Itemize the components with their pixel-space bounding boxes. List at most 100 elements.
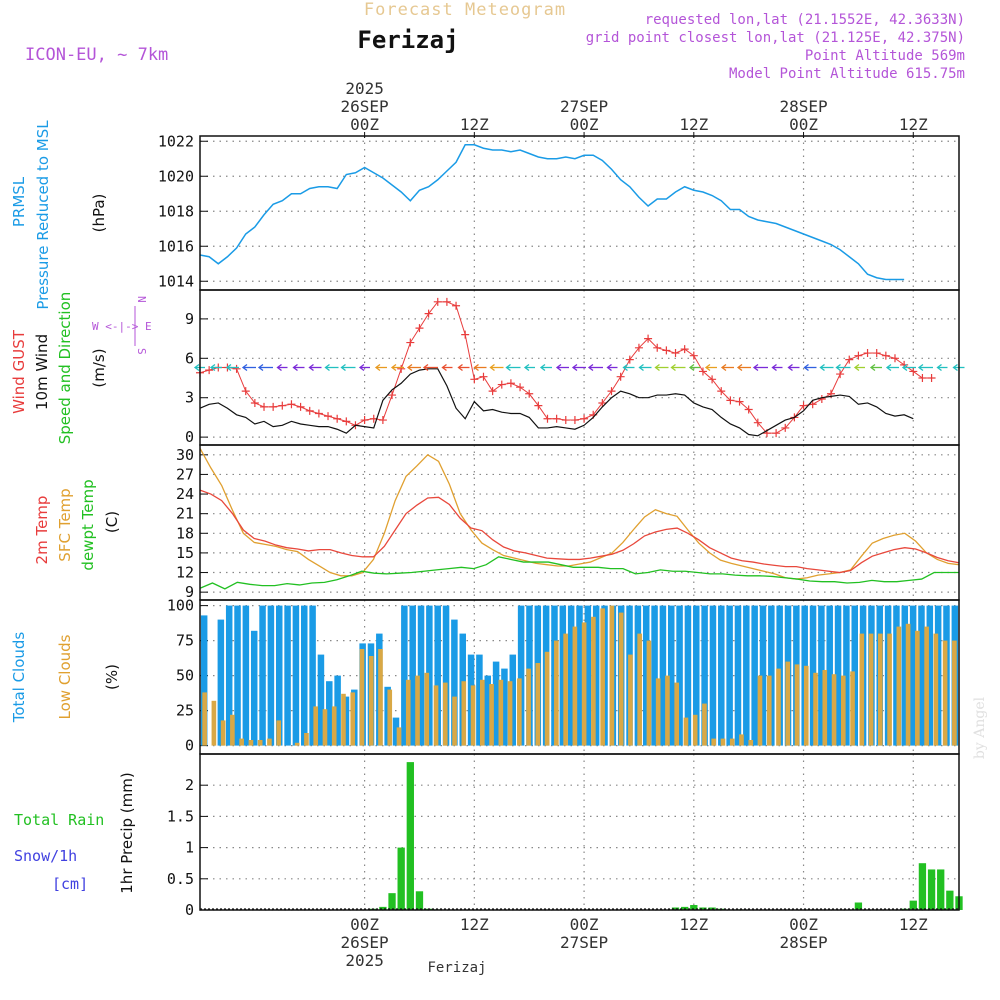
pressure-frame (199, 135, 960, 291)
wind-arrow-head (374, 363, 381, 372)
gust-point (781, 423, 790, 432)
total-cloud-bar (326, 681, 333, 746)
cloud-ytick-label: 0 (185, 737, 194, 755)
total-cloud-bar (484, 675, 492, 746)
total-cloud-bar (426, 605, 433, 746)
precip-bar (388, 893, 396, 910)
temp-labels: 2m Temp SFC Temp dewpt Temp (C) (33, 479, 121, 570)
pressure-label-2: Pressure Reduced to MSL (34, 120, 52, 310)
snow-unit: [cm] (52, 875, 88, 893)
total-cloud-bar (651, 605, 658, 746)
total-cloud-bar (809, 605, 817, 746)
low-cloud-bar (868, 633, 874, 746)
wind-arrow-head (819, 363, 825, 372)
bottom-time-label: 12Z (679, 915, 708, 934)
gust-point (296, 402, 305, 411)
wind-arrow-head (606, 363, 612, 372)
total-cloud-bar (584, 605, 592, 746)
precip-bar (854, 902, 863, 910)
wind-arrow-head (835, 363, 841, 372)
low-cloud-bar (729, 738, 735, 746)
total-cloud-bar (476, 654, 483, 746)
total-cloud-bar (309, 605, 316, 746)
precip-bar (671, 907, 680, 910)
wind-arrow-head (539, 363, 546, 372)
low-cloud-bar (748, 740, 754, 746)
low-cloud-bar (924, 626, 929, 746)
precip-ytick-label: 0 (185, 901, 194, 919)
low-cloud-bar (433, 685, 439, 746)
wind-arrow-head (276, 363, 282, 372)
gust-point (927, 374, 936, 383)
gust-point (516, 383, 525, 392)
wind-arrow-head (688, 363, 695, 372)
precip-bar (415, 891, 424, 910)
total-cloud-bar (726, 605, 733, 746)
wind-arrow-head (720, 363, 727, 372)
bottom-time-label: 26SEP (341, 933, 389, 952)
gust-point (570, 416, 579, 425)
wind-arrow-head (704, 363, 711, 372)
low-cloud-bar (933, 633, 939, 746)
precip-ylabel: 1hr Precip (mm) (118, 772, 136, 893)
low-cloud-bar (276, 720, 281, 746)
low-cloud-bar (220, 720, 226, 746)
gust-point (269, 402, 278, 411)
precip-ytick-label: 0.5 (167, 870, 194, 888)
temp-ytick-label: 9 (185, 583, 194, 601)
gust-point (607, 387, 616, 396)
top-time-label: 2025 (345, 79, 384, 98)
t2m-label: 2m Temp (33, 496, 51, 565)
total-cloud-bar (642, 605, 650, 746)
compass-s: S (135, 348, 148, 355)
total-cloud-bar (659, 605, 667, 746)
low-cloud-bar (322, 709, 328, 746)
gust-point (717, 387, 726, 396)
wind-arrow-head (654, 363, 660, 372)
total-cloud-bar (701, 605, 708, 746)
precip-frame (199, 753, 960, 911)
gust-point (744, 405, 753, 414)
bottom-time-label: 12Z (460, 915, 489, 934)
low-cloud-bar (739, 734, 744, 746)
gust-point (653, 343, 662, 352)
wind-arrow-head (257, 363, 264, 372)
low-cloud-bar (489, 684, 494, 746)
low-cloud-bar (479, 679, 485, 746)
temp-ytick-label: 27 (176, 465, 194, 483)
total-cloud-bar (225, 605, 233, 746)
gust-point (598, 398, 607, 407)
gust-point (324, 412, 333, 421)
low-cloud-bar (665, 675, 670, 746)
snow-label: Snow/1h (14, 847, 77, 865)
total-cloud-bar (693, 605, 700, 746)
low-cloud-bar (396, 727, 402, 746)
gust-point (662, 346, 671, 355)
total-cloud-bar (709, 605, 717, 746)
low-cloud-bar (609, 605, 615, 746)
low-cloud-bar (341, 693, 346, 746)
low-cloud-bar (248, 740, 254, 746)
low-cloud-bar (646, 640, 652, 746)
gust-point (397, 364, 406, 373)
total-cloud-bar (559, 605, 567, 746)
low-cloud-bar (692, 714, 698, 746)
precip-ytick-label: 1 (185, 839, 194, 857)
low-cloud-bar (794, 664, 800, 746)
top-time-label: 12Z (460, 115, 489, 134)
low-cloud-bar (415, 675, 420, 746)
low-cloud-bar (563, 633, 568, 746)
grid-coords: grid point closest lon,lat (21.125E, 42.… (586, 30, 965, 46)
low-cloud-bar (887, 633, 892, 746)
wind-ytick-label: 3 (185, 389, 194, 407)
wind-arrow-head (787, 363, 793, 372)
gust-point (845, 355, 854, 364)
pressure-ytick-label: 1014 (158, 272, 194, 290)
low-cloud-bar (878, 633, 883, 746)
total-cloud-bar (250, 630, 258, 746)
gust-point (634, 343, 643, 352)
low-cloud-bar (840, 675, 846, 746)
temp-ytick-label: 24 (176, 485, 194, 503)
gust-point (205, 366, 214, 375)
